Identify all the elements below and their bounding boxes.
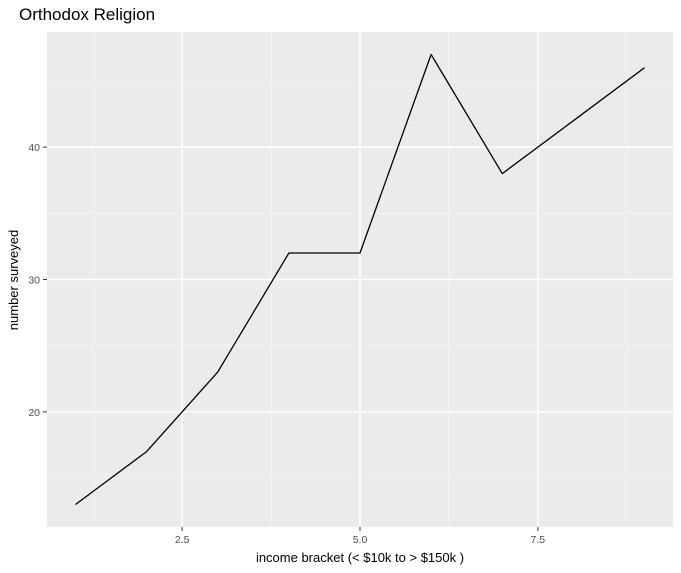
major-gridlines (47, 32, 673, 527)
y-tick-label: 30 (28, 275, 40, 287)
x-axis-ticks: 2.5 5.0 7.5 (175, 527, 545, 546)
x-tick-label: 5.0 (353, 534, 368, 546)
series-layer (75, 53, 645, 506)
x-tick-label: 7.5 (531, 534, 546, 546)
series-line (75, 53, 645, 506)
y-axis-label: number surveyed (6, 230, 21, 330)
y-tick-label: 20 (28, 407, 40, 419)
y-tick-label: 40 (28, 142, 40, 154)
y-axis-ticks: 20 30 40 (28, 142, 47, 419)
chart-title: Orthodox Religion (19, 5, 155, 24)
x-tick-label: 2.5 (175, 534, 190, 546)
x-axis-label: income bracket (< $10k to > $150k ) (256, 550, 464, 565)
